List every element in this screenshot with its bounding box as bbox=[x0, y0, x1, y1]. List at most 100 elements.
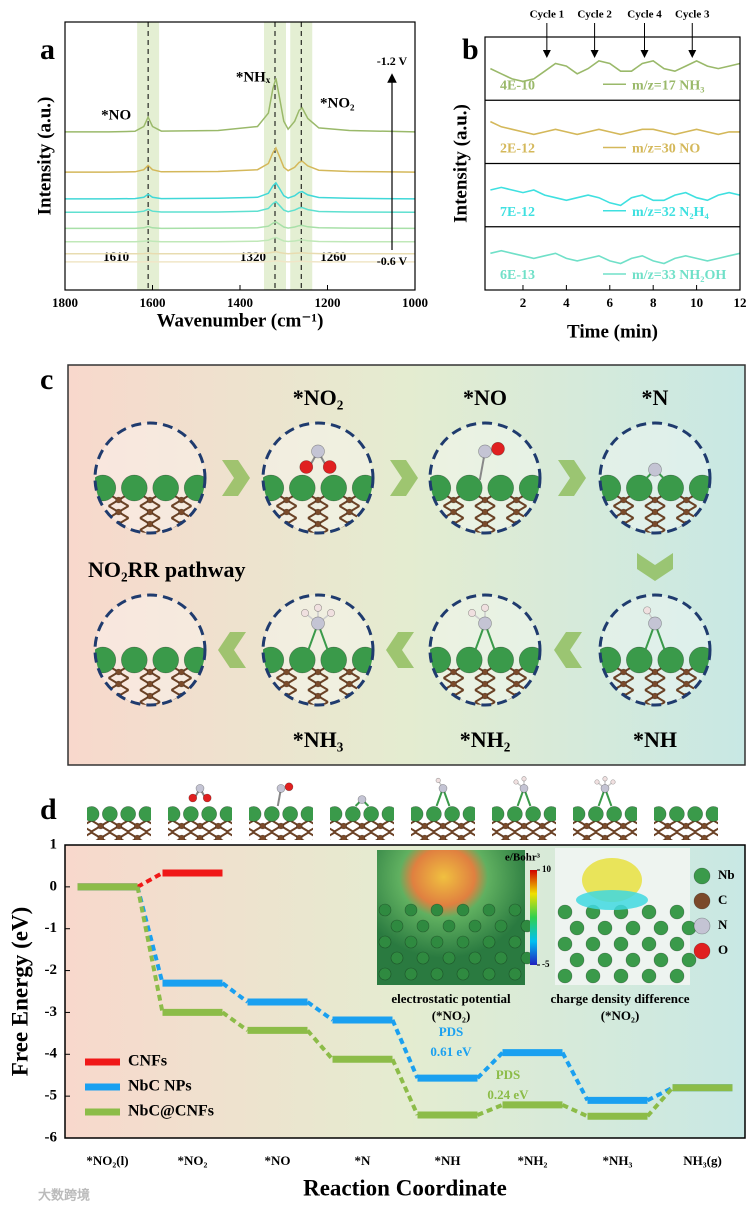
atom bbox=[259, 834, 267, 840]
atom bbox=[669, 968, 685, 984]
bond bbox=[87, 819, 93, 825]
site-fill bbox=[430, 595, 540, 705]
atom bbox=[669, 936, 685, 952]
step-label: *NH bbox=[633, 727, 677, 752]
atom bbox=[456, 903, 470, 917]
step-model bbox=[304, 795, 420, 841]
atom bbox=[223, 835, 229, 841]
bond bbox=[550, 831, 556, 837]
atom bbox=[314, 520, 322, 528]
atom bbox=[414, 823, 420, 829]
atom bbox=[693, 892, 711, 910]
atom bbox=[115, 668, 122, 676]
atom bbox=[115, 834, 123, 840]
step-label: *NO bbox=[463, 385, 507, 410]
atom bbox=[639, 835, 645, 841]
atom bbox=[102, 806, 118, 822]
atom bbox=[283, 508, 290, 516]
atom bbox=[610, 779, 616, 785]
atom bbox=[53, 533, 59, 539]
bond bbox=[139, 529, 161, 533]
atom bbox=[746, 509, 752, 515]
atom bbox=[115, 496, 122, 504]
atom bbox=[142, 835, 148, 841]
atom bbox=[314, 680, 322, 688]
atom bbox=[457, 822, 465, 830]
atom bbox=[494, 919, 508, 933]
atom bbox=[600, 784, 610, 793]
panel-label: c bbox=[40, 363, 53, 396]
atom bbox=[304, 835, 310, 841]
atom bbox=[442, 951, 456, 965]
bond bbox=[46, 666, 66, 678]
bond bbox=[54, 832, 74, 844]
atom bbox=[569, 920, 585, 936]
atom bbox=[456, 967, 470, 981]
esp-inset bbox=[377, 850, 525, 985]
atom bbox=[482, 935, 496, 949]
bond bbox=[550, 819, 556, 825]
atom bbox=[487, 646, 514, 674]
bond bbox=[46, 666, 66, 678]
spectrum bbox=[65, 146, 416, 173]
connector bbox=[476, 1103, 504, 1117]
atom bbox=[513, 508, 520, 516]
plot-frame bbox=[64, 844, 746, 1139]
atom bbox=[396, 835, 402, 841]
cdd-lobe bbox=[576, 890, 648, 910]
scale-label: 2E-12 bbox=[500, 142, 535, 157]
atom bbox=[720, 823, 726, 829]
atom bbox=[466, 823, 472, 829]
bond bbox=[139, 701, 161, 705]
atom bbox=[588, 806, 604, 822]
atom bbox=[289, 646, 316, 674]
watermark: 大数跨境 bbox=[38, 1188, 90, 1204]
atom bbox=[651, 680, 659, 688]
bond bbox=[226, 831, 232, 837]
atom bbox=[439, 822, 447, 830]
site-outline bbox=[598, 593, 712, 707]
ms-trace bbox=[490, 120, 740, 136]
peak-position: 1260 bbox=[320, 249, 346, 264]
atom bbox=[466, 835, 472, 841]
atom bbox=[346, 668, 353, 676]
atom bbox=[601, 834, 609, 840]
bond bbox=[46, 494, 66, 506]
atom bbox=[508, 903, 522, 917]
atom bbox=[521, 776, 527, 782]
x-tick-label: 8 bbox=[650, 295, 657, 310]
atom bbox=[682, 822, 690, 830]
atom bbox=[438, 784, 448, 793]
atom bbox=[381, 806, 394, 822]
atom bbox=[404, 935, 418, 949]
atom bbox=[153, 835, 159, 841]
atom bbox=[146, 520, 154, 528]
site-fill bbox=[600, 423, 710, 533]
atom bbox=[547, 835, 553, 841]
bond bbox=[168, 831, 174, 837]
atom bbox=[390, 919, 404, 933]
atom bbox=[115, 822, 123, 830]
chevron bbox=[386, 632, 414, 668]
bond bbox=[644, 701, 666, 705]
bond bbox=[46, 702, 66, 714]
x-axis-label: Time (min) bbox=[567, 321, 658, 342]
bond bbox=[249, 827, 255, 833]
atom bbox=[573, 806, 586, 822]
atom bbox=[626, 474, 653, 502]
x-tick-label: 1600 bbox=[140, 295, 166, 310]
atom bbox=[693, 917, 711, 935]
atom bbox=[133, 822, 141, 830]
atom bbox=[653, 920, 669, 936]
atom bbox=[487, 474, 514, 502]
atom bbox=[61, 823, 67, 829]
x-axis-label: Wavenumber (cm⁻¹) bbox=[157, 310, 324, 331]
atom bbox=[543, 806, 556, 822]
y-tick-label: -1 bbox=[45, 920, 58, 936]
atom bbox=[585, 936, 601, 952]
bond bbox=[731, 820, 751, 832]
atom bbox=[648, 462, 662, 477]
step-label: *NH₂ bbox=[460, 727, 511, 752]
atom bbox=[115, 680, 122, 688]
atom bbox=[746, 669, 752, 675]
